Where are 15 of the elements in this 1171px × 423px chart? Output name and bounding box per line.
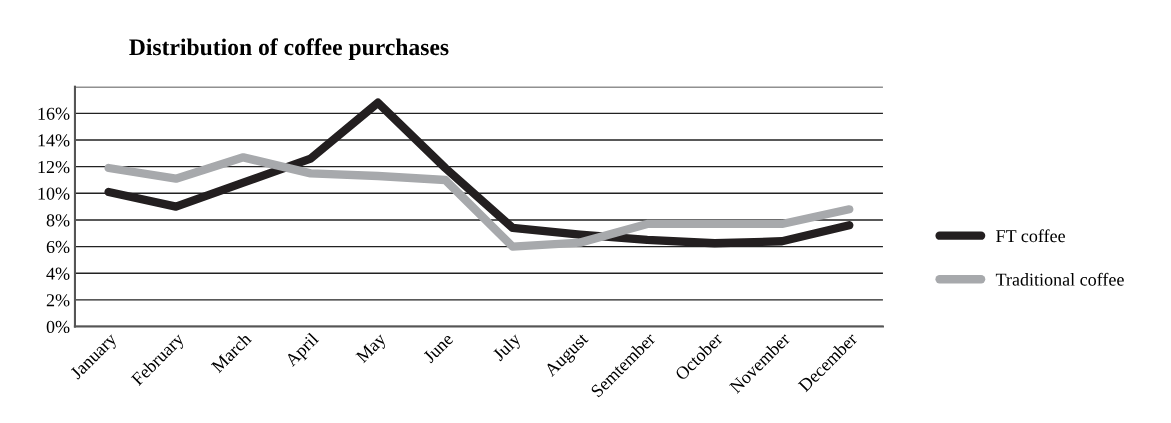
- y-tick-label: 0%: [46, 320, 70, 334]
- y-tick-label: 8%: [46, 214, 70, 227]
- y-tick-label: 16%: [38, 107, 70, 120]
- y-tick-label: 6%: [46, 240, 70, 254]
- y-tick-label: 12%: [38, 160, 70, 174]
- y-tick-label: 2%: [46, 294, 70, 307]
- legend-label: FT coffee: [996, 229, 1065, 243]
- x-tick-label: June: [422, 332, 454, 364]
- x-tick-label: May: [355, 331, 390, 367]
- chart-title: Distribution of coffee purchases: [129, 38, 449, 61]
- y-tick-label: 4%: [46, 267, 70, 280]
- x-tick-label: July: [491, 331, 525, 365]
- y-tick-label: 14%: [38, 134, 70, 147]
- legend-label: Traditional coffee: [995, 272, 1124, 286]
- y-tick-label: 10%: [38, 187, 70, 200]
